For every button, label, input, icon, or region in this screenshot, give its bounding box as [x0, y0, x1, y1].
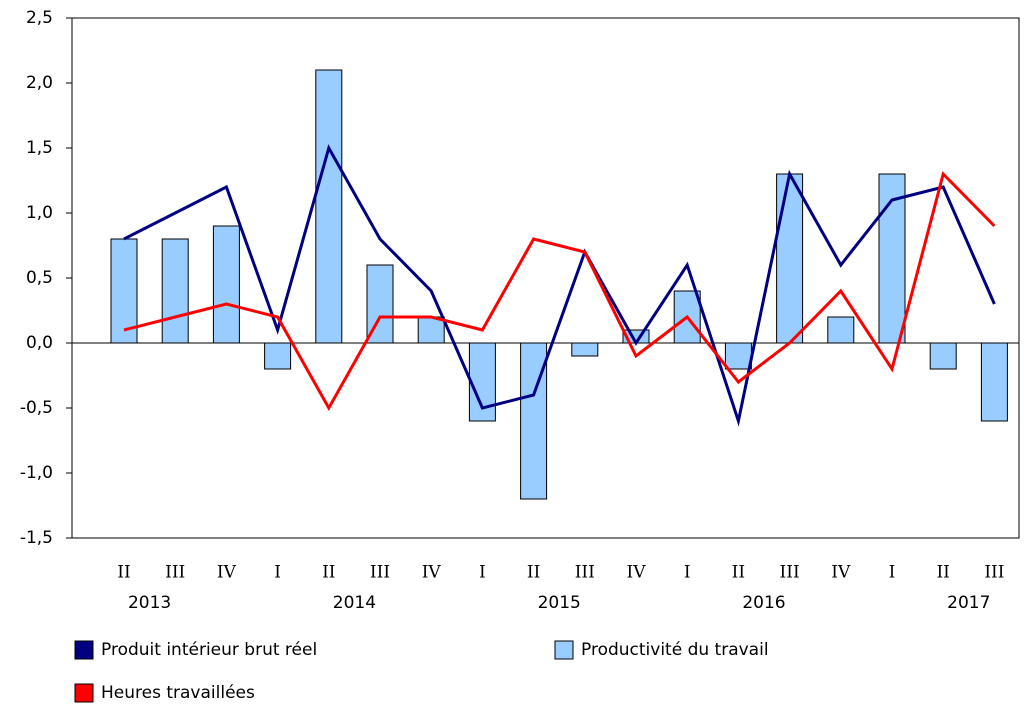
- y-tick-label: 2,0: [26, 73, 53, 93]
- line: [123, 144, 996, 427]
- legend-swatch: [74, 683, 94, 703]
- bar: [417, 316, 445, 344]
- legend-swatch: [74, 640, 94, 660]
- line: [123, 171, 996, 412]
- y-tick-label: 2,5: [26, 8, 53, 28]
- x-group-label: 2015: [538, 593, 581, 613]
- legend-label: Productivité du travail: [581, 640, 769, 660]
- y-tick-label: -0,5: [20, 398, 53, 418]
- x-tick-label: I: [889, 563, 896, 583]
- x-tick-label: II: [936, 563, 949, 583]
- y-tick-label: 1,5: [26, 138, 53, 158]
- bar: [776, 173, 804, 344]
- x-tick-label: II: [322, 563, 335, 583]
- legend-swatch: [554, 640, 574, 660]
- bar: [315, 69, 343, 344]
- x-tick-label: IV: [831, 563, 851, 583]
- x-tick-label: III: [780, 563, 800, 583]
- bar: [110, 238, 138, 344]
- x-tick-label: I: [274, 563, 281, 583]
- x-tick-label: I: [479, 563, 486, 583]
- y-tick-label: 0,0: [26, 333, 53, 353]
- legend-label: Produit intérieur brut réel: [101, 640, 317, 660]
- x-tick-label: III: [165, 563, 185, 583]
- y-tick-label: 0,5: [26, 268, 53, 288]
- bar: [571, 342, 599, 357]
- x-tick-label: II: [732, 563, 745, 583]
- x-tick-label: IV: [422, 563, 442, 583]
- bar: [724, 342, 752, 370]
- bar: [980, 342, 1008, 422]
- y-tick-label: -1,0: [20, 463, 53, 483]
- bar: [212, 225, 240, 344]
- x-tick-label: III: [575, 563, 595, 583]
- bar: [161, 238, 189, 344]
- y-tick-label: -1,5: [20, 528, 53, 548]
- bar: [264, 342, 292, 370]
- x-tick-label: II: [527, 563, 540, 583]
- x-group-label: 2017: [947, 593, 990, 613]
- bar: [929, 342, 957, 370]
- y-tick-label: 1,0: [26, 203, 53, 223]
- x-group-label: 2013: [128, 593, 171, 613]
- x-tick-label: IV: [627, 563, 647, 583]
- x-group-label: 2014: [333, 593, 376, 613]
- x-tick-label: III: [984, 563, 1004, 583]
- x-group-label: 2016: [742, 593, 785, 613]
- x-tick-label: III: [370, 563, 390, 583]
- x-tick-label: II: [117, 563, 130, 583]
- x-tick-label: IV: [217, 563, 237, 583]
- bar: [827, 316, 855, 344]
- x-tick-label: I: [684, 563, 691, 583]
- legend-label: Heures travaillées: [101, 683, 255, 703]
